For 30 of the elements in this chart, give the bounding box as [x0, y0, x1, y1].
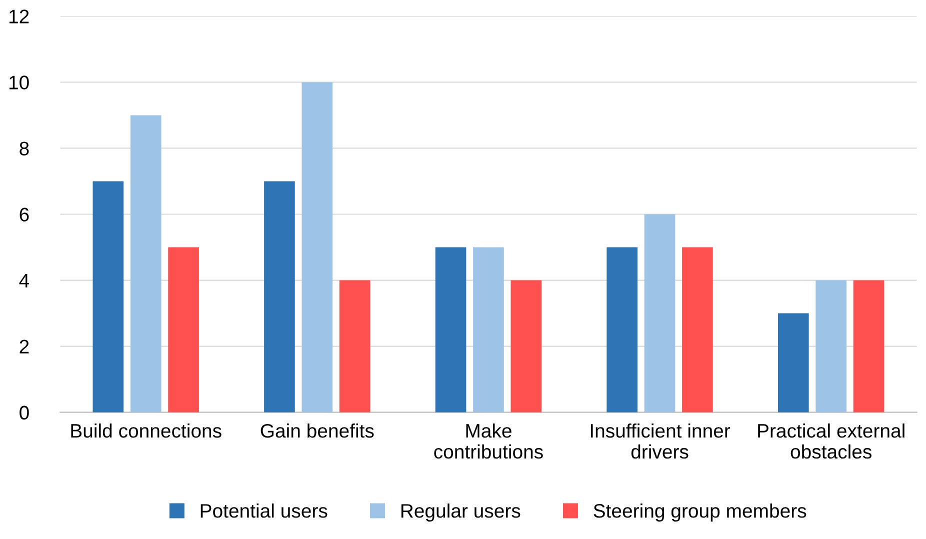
legend-label: Potential users — [200, 503, 328, 518]
x-tick-label: Make contributions — [434, 423, 543, 459]
bar — [473, 247, 504, 412]
bar — [816, 280, 847, 412]
bar — [682, 247, 713, 412]
bar — [339, 280, 370, 412]
bar — [510, 280, 542, 412]
y-tick-label: 12 — [9, 10, 29, 24]
y-tick-label: 8 — [20, 142, 29, 156]
bar — [778, 313, 809, 412]
bar — [302, 82, 333, 412]
bar — [130, 115, 162, 412]
bar — [92, 181, 124, 412]
x-tick-label: Practical external obstacles — [758, 423, 904, 459]
y-tick-label: 10 — [9, 76, 29, 90]
bar — [606, 247, 638, 412]
y-tick-label: 4 — [19, 274, 30, 288]
bar — [264, 181, 295, 412]
x-tick-label: Gain benefits — [260, 423, 374, 438]
bar — [853, 280, 884, 412]
legend-label: Steering group members — [594, 503, 806, 522]
bar — [644, 214, 676, 412]
y-tick-label: 2 — [20, 340, 29, 354]
bar — [435, 247, 466, 412]
y-tick-label: 6 — [20, 208, 29, 222]
legend-label: Regular users — [401, 503, 520, 522]
bar — [168, 247, 199, 412]
x-tick-label: Build connections — [71, 423, 222, 438]
y-tick-label: 0 — [20, 406, 29, 420]
x-tick-label: Insufficient inner drivers — [590, 423, 730, 459]
